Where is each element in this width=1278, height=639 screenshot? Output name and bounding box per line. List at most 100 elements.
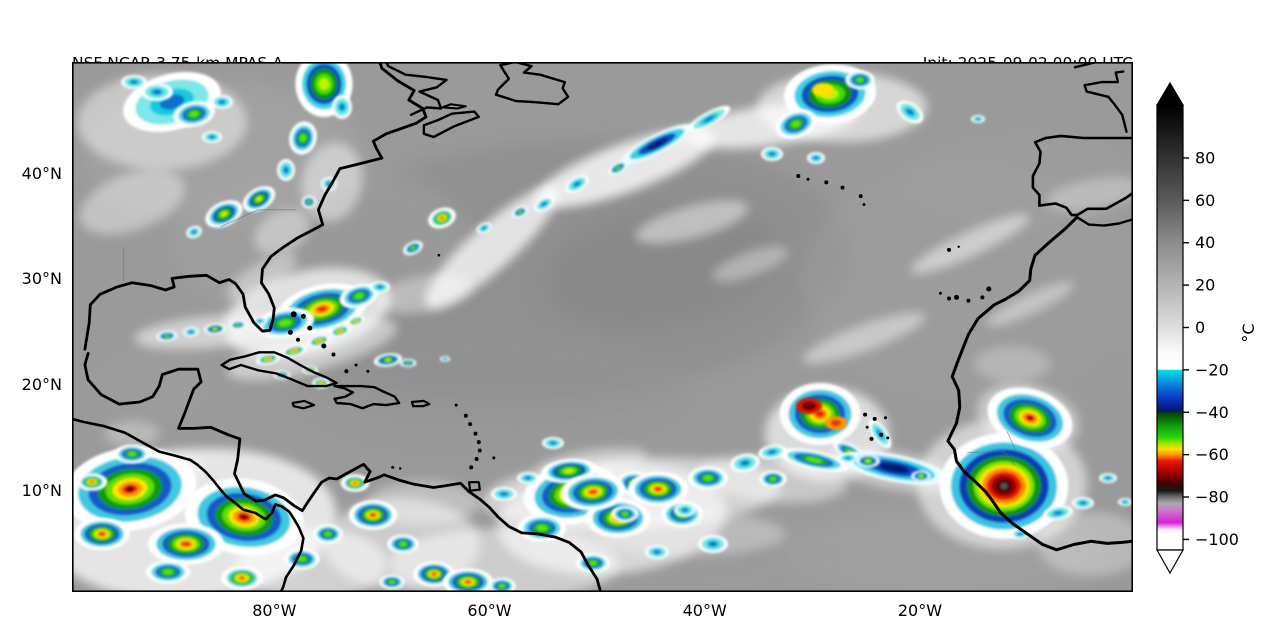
- convective-cell: [148, 523, 224, 565]
- convective-cell: [348, 500, 398, 530]
- convective-cell: [1118, 498, 1132, 506]
- convective-cell: [517, 472, 539, 484]
- convective-cell: [399, 358, 417, 368]
- coastline-hispaniola: [333, 384, 401, 410]
- island-dot: [477, 448, 482, 453]
- island-dot: [391, 465, 395, 469]
- convective-cell: [173, 101, 215, 127]
- convective-cell: [301, 195, 317, 209]
- convective-cell: [796, 398, 822, 414]
- island-dot: [463, 413, 468, 418]
- island-dot: [468, 422, 473, 427]
- convective-cell: [476, 222, 492, 234]
- island-dot: [331, 352, 336, 357]
- convective-cell: [332, 95, 352, 119]
- convective-cell: [313, 524, 343, 544]
- island-dot: [492, 456, 496, 460]
- coastline-north-america: [83, 62, 428, 351]
- island-dot: [307, 325, 313, 331]
- island-dot: [872, 416, 877, 421]
- convective-cell: [911, 470, 931, 482]
- cloud-band: [254, 209, 310, 255]
- convective-cell: [72, 446, 197, 532]
- convective-cell: [939, 433, 1069, 539]
- cloud-band: [802, 312, 926, 364]
- convective-cell: [687, 105, 731, 133]
- island-dot: [287, 329, 293, 335]
- cloud-band: [104, 421, 160, 447]
- colorbar-tick-label: 0: [1195, 318, 1205, 337]
- lon-tick-label: 60°W: [467, 601, 512, 620]
- island-dot: [947, 296, 951, 301]
- convective-cell: [347, 315, 365, 327]
- convective-cell: [987, 387, 1073, 449]
- convective-cell: [242, 186, 276, 212]
- island-dot: [879, 432, 884, 437]
- lat-tick-label: 30°N: [21, 269, 62, 289]
- convective-cell: [971, 115, 985, 123]
- island-dot: [469, 465, 474, 470]
- convective-cell: [74, 517, 130, 551]
- island-dot: [296, 337, 300, 342]
- coastline-newfoundland: [494, 62, 570, 106]
- cloud-band: [910, 214, 1030, 274]
- convective-cell: [758, 444, 786, 460]
- coastline-iberia: [1031, 134, 1133, 217]
- cloud-band: [376, 274, 472, 314]
- coastline-gaspe-stlawrence: [385, 62, 448, 116]
- island-dot: [321, 343, 327, 349]
- colorbar-tick-label: 20: [1195, 276, 1215, 295]
- convective-cell: [645, 545, 669, 559]
- convective-cell: [611, 505, 639, 523]
- island-dot: [938, 291, 942, 295]
- island-dot: [399, 467, 402, 470]
- island-dot: [980, 295, 985, 300]
- convective-cell: [775, 109, 817, 139]
- convective-cell: [186, 225, 202, 239]
- coastline-pei: [441, 103, 467, 110]
- convective-cell: [576, 553, 610, 573]
- convective-cell: [688, 466, 728, 490]
- convective-cell: [621, 124, 693, 164]
- convective-cell: [491, 487, 517, 501]
- convective-cell: [204, 323, 226, 335]
- convective-cell: [281, 344, 307, 358]
- cloud-band: [79, 169, 185, 235]
- convective-cell: [838, 453, 858, 463]
- map-plot: [72, 62, 1133, 592]
- cloud-band: [712, 246, 788, 282]
- island-dot: [824, 180, 829, 185]
- convective-cell: [145, 560, 191, 584]
- convective-cell: [379, 574, 405, 590]
- lon-tick-label: 80°W: [252, 601, 297, 620]
- island-dot: [437, 253, 441, 257]
- island-dot: [290, 311, 297, 318]
- lat-tick-label: 20°N: [21, 375, 62, 395]
- island-dot: [869, 436, 874, 441]
- cloud-band: [986, 281, 1074, 327]
- convective-cell: [428, 207, 456, 229]
- country-border: [1006, 431, 1017, 451]
- colorbar-tick-label: −40: [1195, 403, 1229, 422]
- convective-cell: [812, 83, 834, 97]
- cloud-band: [974, 346, 1050, 382]
- colorbar-tick-label: −20: [1195, 360, 1229, 379]
- country-border: [220, 209, 296, 228]
- convective-cell: [340, 474, 370, 492]
- ir-gray-shade: [543, 204, 781, 330]
- convective-cell: [534, 196, 554, 212]
- convective-cell: [229, 320, 247, 330]
- colorbar-tick-label: 60: [1195, 191, 1215, 210]
- convective-cell: [896, 100, 924, 124]
- island-dot: [806, 177, 810, 181]
- coastline-trinidad: [468, 481, 481, 492]
- convective-cell: [289, 121, 317, 155]
- island-dot: [884, 416, 887, 420]
- convective-cell: [253, 316, 267, 326]
- convective-cell: [76, 473, 108, 491]
- convective-cell: [339, 283, 379, 309]
- convective-cell: [440, 356, 450, 362]
- island-dot: [966, 298, 971, 303]
- island-dot: [300, 313, 306, 319]
- colorbar-gradient: [1156, 104, 1184, 551]
